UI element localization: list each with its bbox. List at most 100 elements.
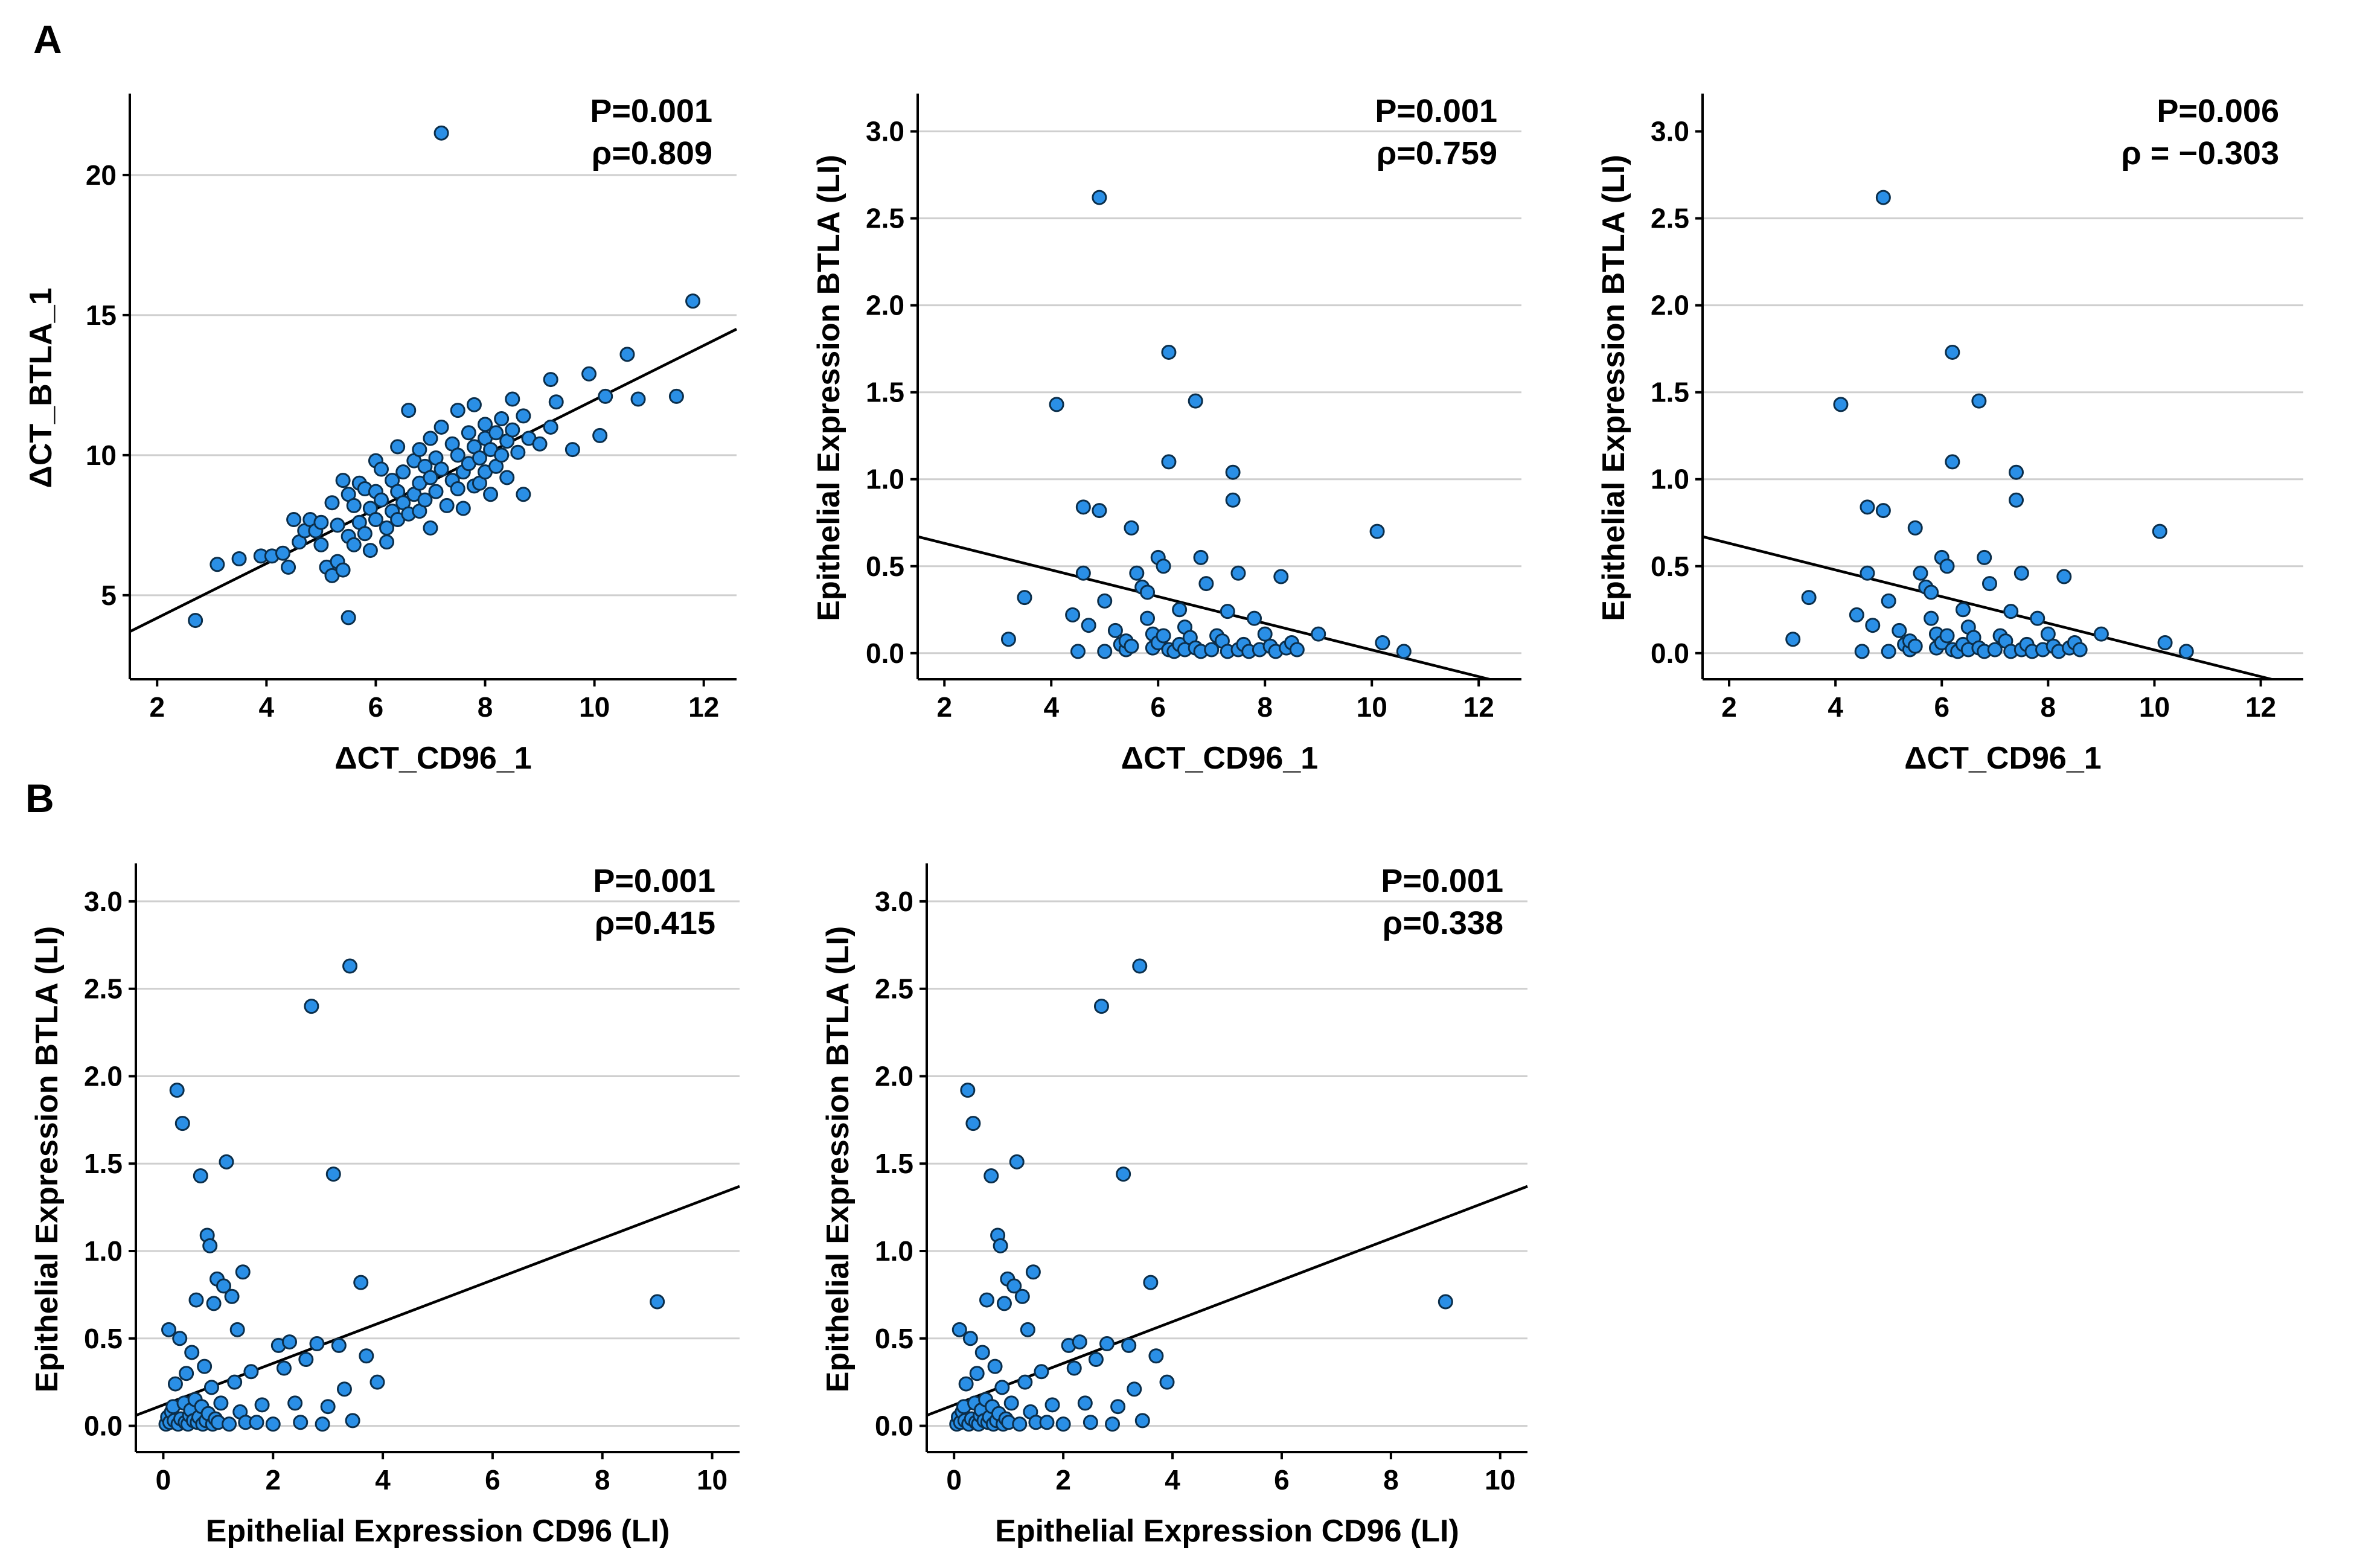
data-point — [335, 473, 351, 488]
data-point — [1110, 1399, 1126, 1415]
y-tick-label: 2.5 — [866, 203, 904, 234]
x-tick-label: 8 — [478, 691, 493, 723]
data-point — [1049, 397, 1064, 412]
y-tick-label: 3.0 — [1651, 116, 1689, 147]
data-point — [315, 1416, 330, 1432]
x-tick-label: 6 — [368, 691, 384, 723]
data-point — [1017, 1374, 1033, 1390]
data-point — [281, 559, 296, 575]
data-point — [433, 461, 449, 477]
data-point — [379, 534, 395, 550]
data-point — [499, 470, 515, 485]
x-tick-label: 10 — [1357, 691, 1387, 723]
data-point — [1977, 549, 1992, 565]
data-point — [275, 545, 291, 561]
data-point — [1396, 644, 1412, 659]
data-point — [505, 422, 520, 438]
data-point — [516, 408, 531, 424]
data-point — [1833, 397, 1849, 412]
data-point — [1081, 618, 1096, 633]
data-point — [1065, 607, 1081, 622]
data-point — [276, 1360, 292, 1376]
x-tick-label: 6 — [1274, 1464, 1290, 1496]
data-point — [996, 1296, 1012, 1311]
data-point — [1188, 393, 1203, 409]
data-point — [1009, 1154, 1025, 1170]
y-tick-label: 1.0 — [1651, 464, 1689, 495]
data-point — [202, 1238, 218, 1253]
data-point — [969, 1366, 985, 1381]
data-point — [346, 498, 362, 513]
data-point — [243, 1364, 259, 1380]
data-point — [510, 444, 526, 460]
data-point — [1020, 1322, 1035, 1337]
data-point — [428, 484, 444, 499]
y-tick-label: 1.5 — [84, 1148, 123, 1179]
y-axis-title: Epithelial Expression BTLA (LI) — [820, 926, 856, 1392]
data-point — [287, 1395, 303, 1411]
data-point — [1860, 499, 1875, 515]
data-point — [1849, 607, 1864, 622]
x-tick-label: 6 — [485, 1464, 501, 1496]
data-point — [466, 397, 482, 412]
data-point — [1097, 644, 1113, 659]
data-point — [219, 1154, 234, 1170]
data-point — [1034, 1364, 1049, 1380]
data-point — [1088, 1352, 1104, 1368]
data-point — [1039, 1415, 1055, 1430]
data-point — [668, 388, 684, 404]
data-point — [368, 512, 383, 528]
x-tick-label: 4 — [1828, 691, 1843, 723]
y-tick-label: 10 — [86, 440, 117, 471]
y-tick-label: 0.0 — [866, 638, 904, 669]
data-point — [1075, 499, 1091, 515]
data-point — [1143, 1275, 1159, 1290]
data-point — [1014, 1288, 1030, 1304]
data-point — [1156, 558, 1171, 574]
data-point — [293, 1415, 309, 1430]
data-point — [423, 470, 438, 485]
y-axis-title: Epithelial Expression BTLA (LI) — [30, 926, 65, 1392]
y-tick-label: 0.5 — [1651, 551, 1689, 582]
x-tick-label: 6 — [1150, 691, 1166, 723]
data-point — [619, 347, 635, 362]
data-point — [320, 1399, 336, 1415]
data-point — [685, 293, 701, 309]
data-point — [1075, 565, 1091, 581]
data-point — [304, 999, 319, 1014]
data-point — [1924, 584, 1939, 600]
data-point — [1854, 644, 1870, 659]
data-point — [1161, 344, 1177, 360]
data-point — [1000, 632, 1016, 647]
panel-label-b: B — [25, 776, 54, 821]
data-point — [213, 1395, 229, 1411]
data-point — [1012, 1416, 1028, 1432]
data-point — [1066, 1360, 1082, 1376]
data-point — [532, 436, 548, 452]
y-tick-label: 3.0 — [875, 886, 913, 917]
y-tick-label: 2.5 — [84, 973, 123, 1005]
data-point — [325, 1166, 341, 1182]
data-point — [373, 461, 389, 477]
data-point — [630, 391, 646, 407]
y-tick-label: 1.5 — [875, 1148, 913, 1179]
data-point — [965, 1116, 981, 1131]
data-point — [993, 1238, 1008, 1253]
y-tick-label: 0.0 — [84, 1410, 123, 1442]
data-point — [1892, 622, 1907, 638]
y-tick-label: 1.5 — [866, 377, 904, 408]
x-tick-label: 4 — [1043, 691, 1059, 723]
data-point — [2178, 644, 2194, 659]
data-point — [565, 442, 580, 458]
data-point — [1132, 958, 1148, 974]
data-point — [197, 1358, 213, 1374]
data-point — [342, 958, 358, 974]
data-point — [1099, 1336, 1115, 1351]
data-point — [1156, 628, 1171, 644]
x-tick-label: 2 — [936, 691, 952, 723]
data-point — [335, 562, 351, 578]
y-tick-label: 1.0 — [84, 1235, 123, 1267]
data-point — [1105, 1416, 1121, 1432]
data-point — [188, 613, 203, 629]
